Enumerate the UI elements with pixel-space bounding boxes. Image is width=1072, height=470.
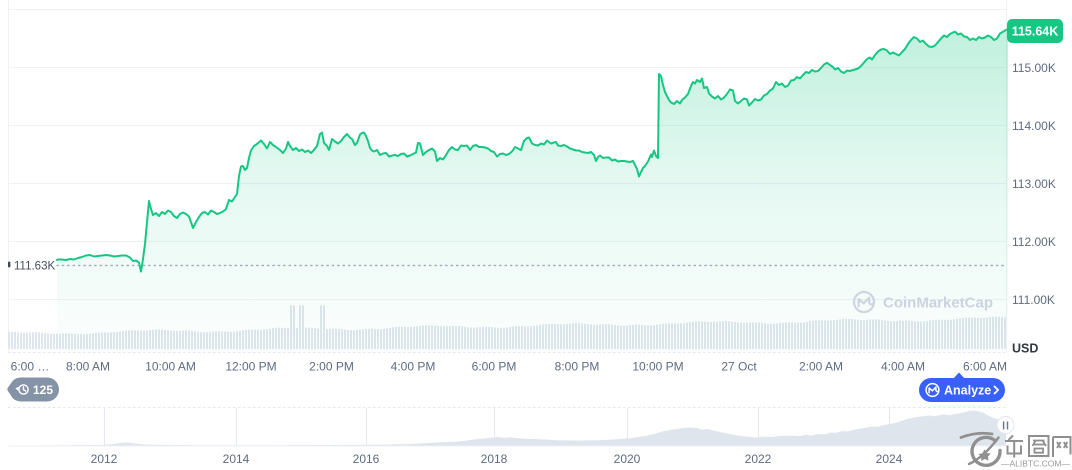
svg-text:111.00K: 111.00K [1012, 293, 1055, 307]
svg-text:CoinMarketCap: CoinMarketCap [883, 295, 993, 312]
svg-text:115.64K: 115.64K [1012, 25, 1059, 39]
svg-text:USD: USD [1012, 342, 1038, 356]
svg-text:125: 125 [33, 383, 53, 397]
svg-text:4:00 AM: 4:00 AM [881, 360, 925, 374]
svg-text:8:00 AM: 8:00 AM [66, 360, 110, 374]
svg-text:2016: 2016 [353, 452, 380, 466]
svg-text:2012: 2012 [91, 452, 118, 466]
svg-text:2022: 2022 [745, 452, 772, 466]
svg-text:2:00 PM: 2:00 PM [309, 360, 354, 374]
svg-text:27 Oct: 27 Oct [721, 360, 757, 374]
svg-text:8:00 PM: 8:00 PM [555, 360, 600, 374]
svg-text:2020: 2020 [614, 452, 641, 466]
svg-text:Analyze: Analyze [944, 383, 991, 397]
svg-text:10:00 PM: 10:00 PM [632, 360, 683, 374]
svg-text:6:00 …: 6:00 … [11, 360, 50, 374]
svg-text:114.00K: 114.00K [1012, 119, 1056, 133]
svg-text:—ALIBTC.COM—: —ALIBTC.COM— [1001, 459, 1070, 469]
svg-text:2024: 2024 [876, 452, 903, 466]
svg-text:12:00 PM: 12:00 PM [225, 360, 276, 374]
svg-text:115.00K: 115.00K [1012, 61, 1056, 75]
svg-text:111.63K: 111.63K [14, 260, 55, 272]
svg-text:112.00K: 112.00K [1012, 235, 1056, 249]
svg-text:2014: 2014 [223, 452, 250, 466]
svg-text:113.00K: 113.00K [1012, 177, 1056, 191]
svg-text:6:00 PM: 6:00 PM [472, 360, 517, 374]
svg-text:4:00 PM: 4:00 PM [391, 360, 436, 374]
svg-text:2:00 AM: 2:00 AM [799, 360, 843, 374]
svg-text:2018: 2018 [481, 452, 508, 466]
svg-text:6:00 AM: 6:00 AM [963, 360, 1007, 374]
svg-text:10:00 AM: 10:00 AM [145, 360, 196, 374]
